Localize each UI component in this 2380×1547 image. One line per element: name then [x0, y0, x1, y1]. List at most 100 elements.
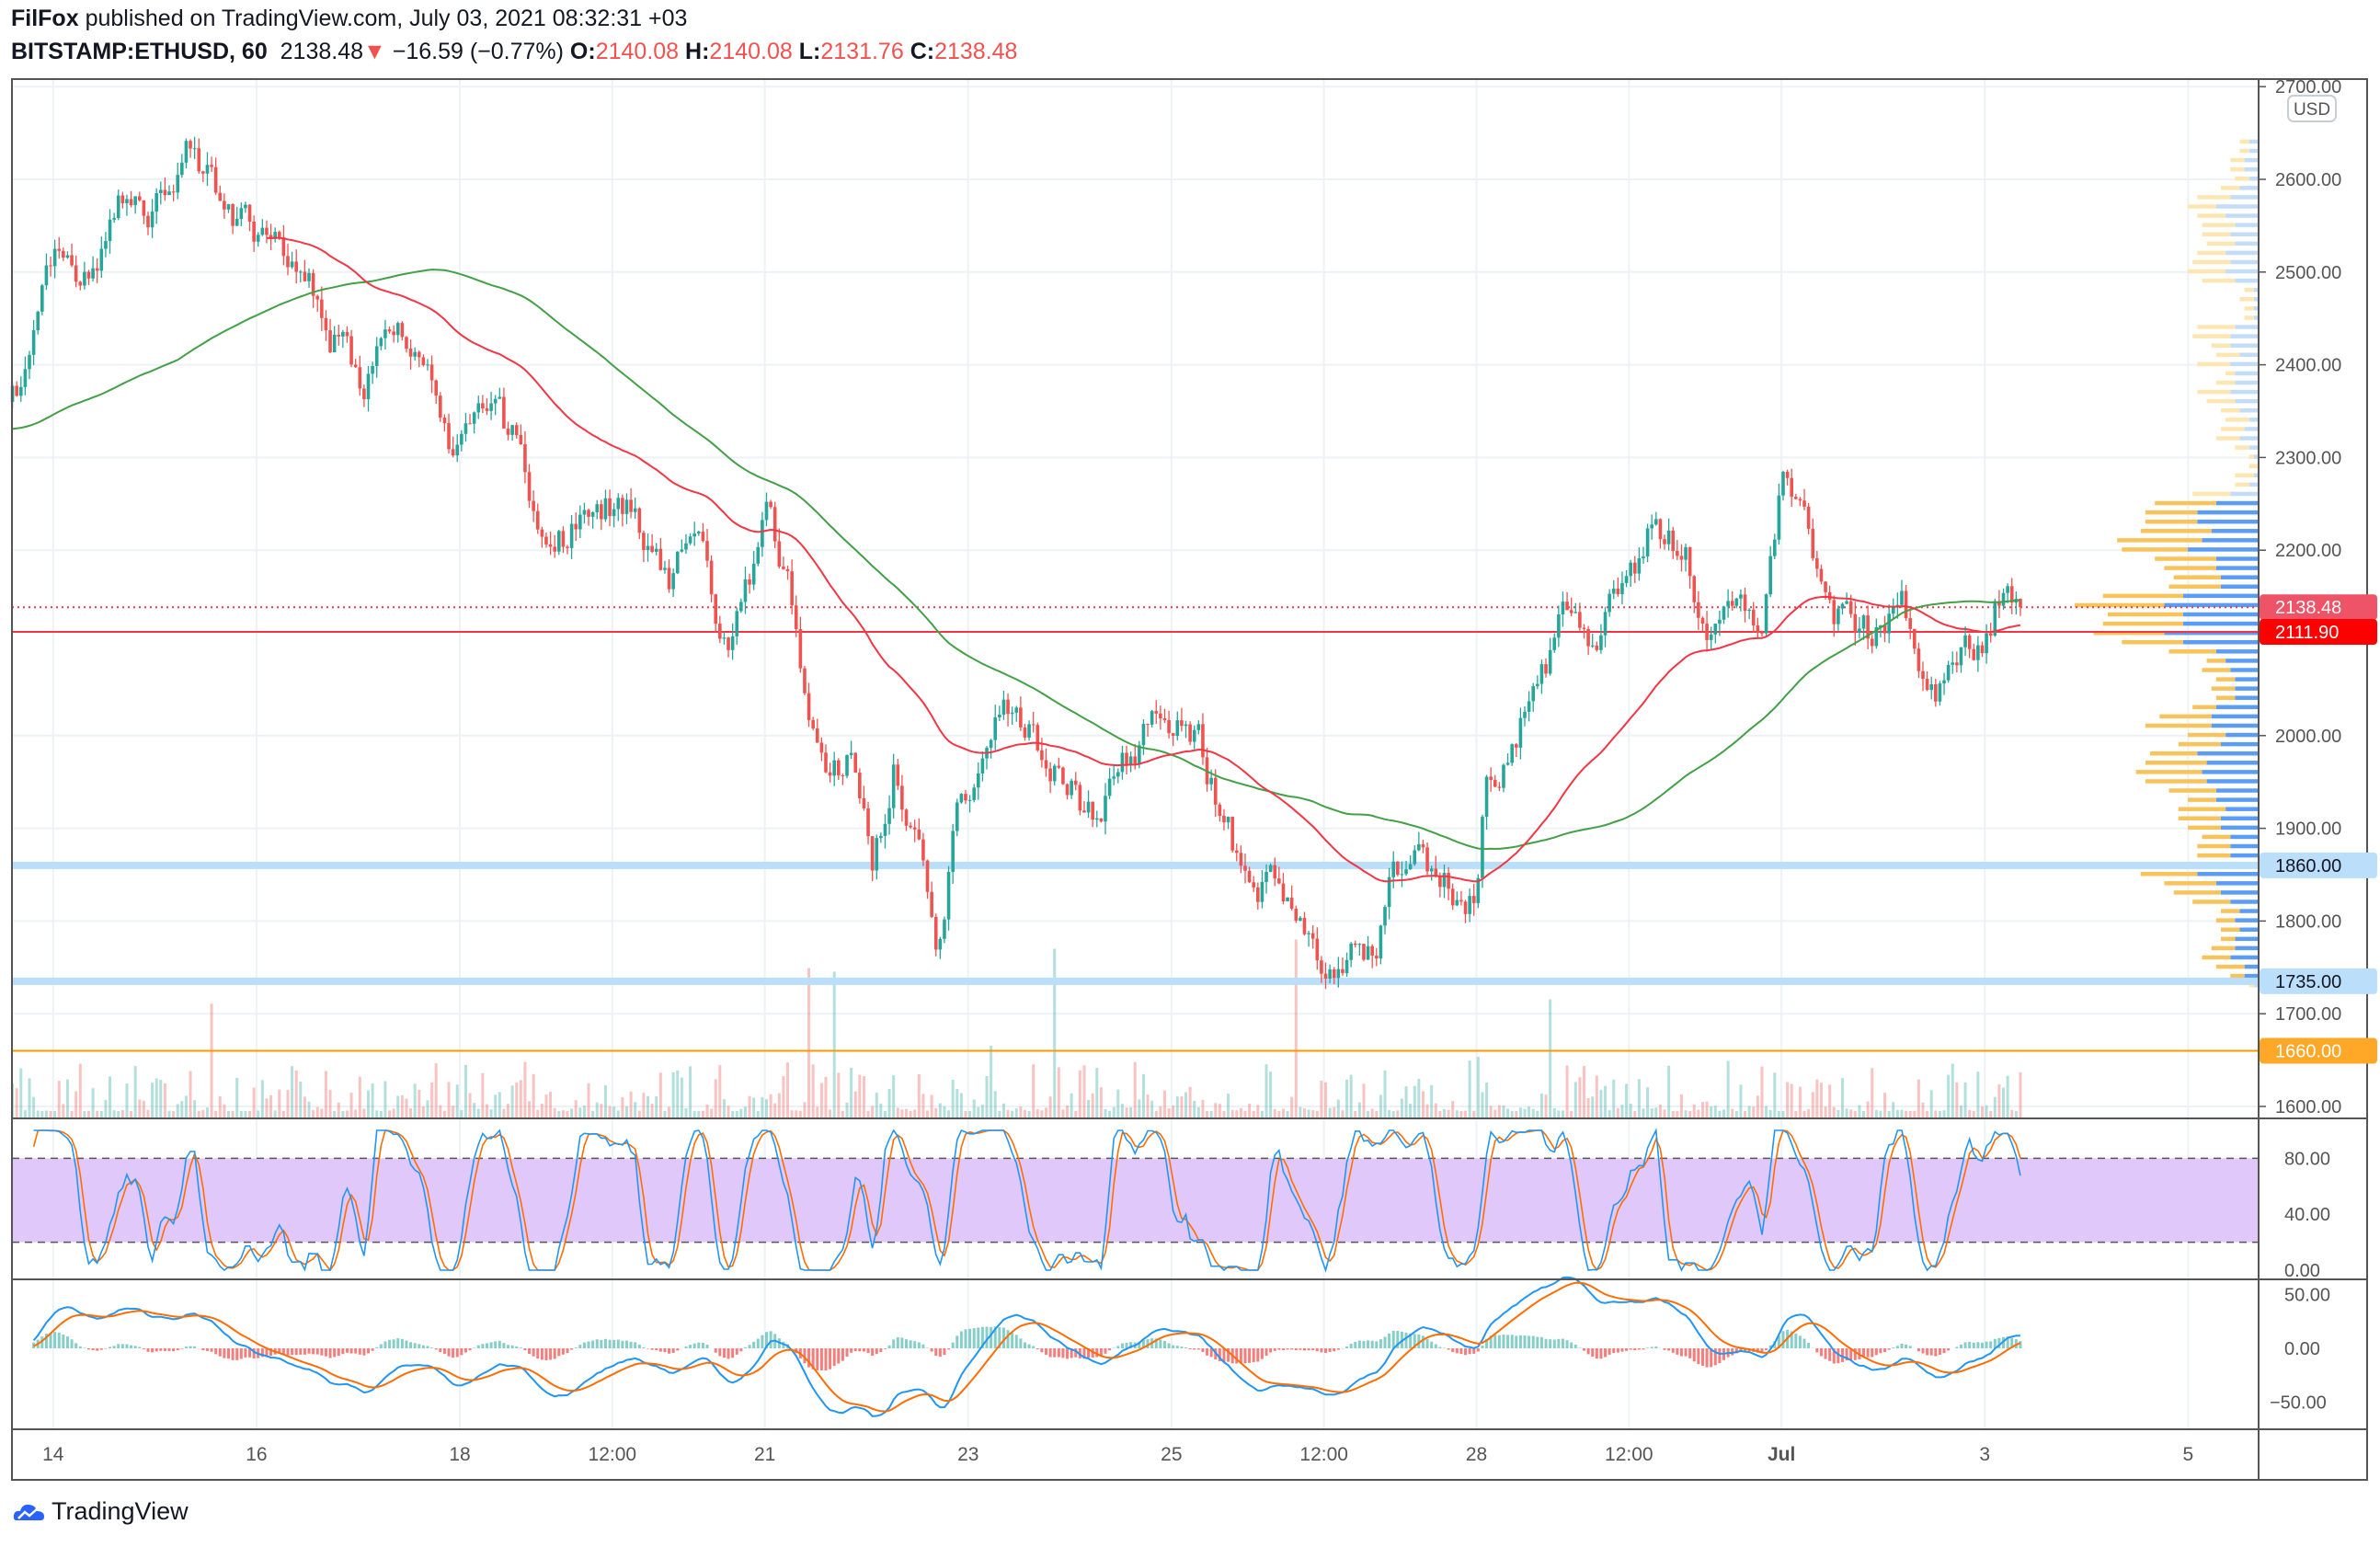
macd-histogram-bar: [1502, 1335, 1505, 1348]
author[interactable]: FilFox: [11, 6, 79, 31]
candle: [600, 499, 603, 531]
volume-profile-down-bar: [2197, 853, 2231, 858]
candle-body: [1959, 647, 1963, 666]
candle-body: [184, 141, 189, 163]
candle-body: [841, 774, 845, 776]
candle: [1700, 616, 1705, 632]
candle-body: [1565, 602, 1569, 611]
volume-bar: [1409, 1103, 1413, 1118]
candle: [1603, 606, 1608, 647]
volume-bar: [1947, 1074, 1951, 1118]
macd-histogram-bar: [1731, 1348, 1734, 1356]
candle: [930, 881, 933, 919]
volume-bar: [1167, 1108, 1171, 1118]
candle: [514, 422, 519, 439]
macd-histogram-bar: [671, 1348, 675, 1353]
volume-bar: [1027, 1110, 1031, 1118]
volume-bar: [379, 1110, 383, 1118]
candle: [574, 512, 578, 542]
candle: [1099, 818, 1104, 823]
candle: [303, 259, 307, 282]
candle-body: [252, 221, 256, 242]
macd-histogram-bar: [362, 1348, 366, 1356]
candle-body: [1806, 506, 1811, 529]
candle-body: [845, 755, 849, 776]
candle: [315, 294, 320, 313]
symbol[interactable]: BITSTAMP:ETHUSD, 60: [11, 39, 268, 64]
candle: [561, 526, 566, 554]
volume-bar: [1095, 1067, 1099, 1118]
volume-bar: [1815, 1079, 1819, 1118]
candle-body: [1010, 712, 1014, 715]
candle-body: [1336, 968, 1341, 979]
macd-histogram-bar: [1320, 1348, 1323, 1353]
volume-profile-down-bar: [2173, 575, 2221, 579]
macd-histogram-bar: [96, 1348, 99, 1351]
volume-profile-up-bar: [2230, 361, 2259, 367]
candle-body: [1383, 907, 1387, 926]
volume-profile-up-bar: [2211, 714, 2259, 719]
macd-histogram-bar: [1824, 1348, 1827, 1359]
macd-histogram-bar: [151, 1348, 154, 1353]
macd-histogram-bar: [1539, 1336, 1543, 1348]
macd-histogram-bar: [468, 1348, 472, 1351]
macd-histogram-bar: [1734, 1348, 1738, 1354]
candle-body: [1518, 717, 1523, 748]
candle: [392, 325, 395, 343]
macd-histogram-bar: [74, 1343, 78, 1348]
open-value: 2140.08: [595, 39, 680, 64]
volume-bar: [214, 1110, 218, 1118]
candle-body: [1434, 868, 1438, 877]
macd-tick-label: 0.00: [2284, 1339, 2320, 1359]
candle-body: [383, 329, 387, 338]
tradingview-logo[interactable]: TradingView: [13, 1497, 189, 1526]
candle-body: [1824, 581, 1827, 592]
macd-histogram-bar: [1430, 1341, 1434, 1348]
volume-profile-down-bar: [2206, 659, 2226, 663]
macd-histogram-bar: [1311, 1348, 1315, 1350]
candle-body: [959, 794, 964, 803]
volume-profile-down-bar: [2202, 668, 2231, 672]
macd-histogram-bar: [299, 1348, 303, 1355]
volume-profile-down-bar: [2145, 723, 2212, 728]
candle: [1756, 617, 1760, 637]
volume-bar: [998, 1110, 1001, 1118]
candle: [1252, 876, 1256, 892]
volume-bar: [481, 1072, 485, 1118]
candle-body: [1582, 627, 1586, 629]
candle: [1044, 748, 1048, 777]
candle: [86, 269, 91, 285]
volume-bar: [1510, 1110, 1514, 1118]
macd-histogram-bar: [1485, 1338, 1489, 1348]
volume-bar: [434, 1063, 438, 1118]
macd-histogram-bar: [612, 1340, 616, 1348]
candle: [28, 350, 31, 380]
candle: [730, 623, 735, 660]
candle: [1307, 931, 1310, 947]
price-tick-label: 1700.00: [2275, 1004, 2341, 1025]
candle-body: [972, 787, 976, 800]
macd-histogram-bar: [1497, 1335, 1501, 1348]
macd-histogram-bar: [180, 1348, 184, 1349]
candle-body: [1447, 873, 1450, 889]
macd-histogram-bar: [62, 1334, 65, 1348]
macd-histogram-bar: [324, 1348, 327, 1357]
candle: [1552, 633, 1557, 653]
candle-body: [675, 551, 680, 574]
macd-histogram-bar: [1104, 1348, 1107, 1354]
candle-body: [231, 204, 235, 226]
macd-histogram-bar: [138, 1346, 142, 1348]
candle: [912, 819, 917, 842]
volume-bar: [151, 1083, 154, 1118]
currency-badge[interactable]: USD: [2287, 95, 2337, 122]
macd-histogram-bar: [1879, 1348, 1882, 1354]
price-tick-label: 2300.00: [2275, 448, 2341, 468]
volume-profile-up-bar: [2220, 816, 2259, 821]
volume-bar: [291, 1066, 294, 1118]
macd-histogram-bar: [1209, 1348, 1213, 1358]
candle-body: [1125, 752, 1128, 766]
macd-histogram-bar: [1269, 1348, 1273, 1353]
macd-histogram-bar: [163, 1348, 166, 1351]
candle: [226, 203, 231, 213]
